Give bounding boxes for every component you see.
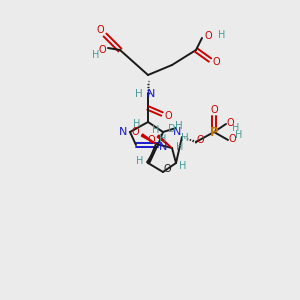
Text: O: O: [147, 135, 155, 145]
Text: H: H: [159, 134, 167, 144]
Text: H: H: [235, 130, 243, 140]
Text: O: O: [164, 111, 172, 121]
Text: O: O: [131, 127, 139, 137]
Polygon shape: [147, 145, 158, 164]
Text: H: H: [176, 142, 184, 152]
Text: D: D: [168, 124, 176, 134]
Text: O: O: [210, 105, 218, 115]
Text: H: H: [218, 30, 226, 40]
Text: O: O: [204, 31, 212, 41]
Text: N: N: [159, 142, 167, 152]
Text: H: H: [135, 89, 143, 99]
Text: H: H: [133, 119, 141, 129]
Text: H: H: [152, 125, 160, 135]
Text: H: H: [136, 156, 144, 166]
Text: O: O: [163, 164, 171, 174]
Text: H: H: [232, 123, 240, 133]
Text: H: H: [181, 133, 189, 143]
Text: O: O: [98, 45, 106, 55]
Text: O: O: [196, 135, 204, 145]
Text: N: N: [173, 127, 181, 137]
Text: H: H: [179, 161, 187, 171]
Polygon shape: [141, 134, 156, 144]
Text: O: O: [228, 134, 236, 144]
Text: H: H: [92, 50, 100, 60]
Text: O: O: [226, 118, 234, 128]
Text: N: N: [119, 127, 127, 137]
Text: N: N: [147, 89, 155, 99]
Text: O: O: [212, 57, 220, 67]
Text: H: H: [175, 121, 183, 131]
Text: O: O: [96, 25, 104, 35]
Polygon shape: [157, 135, 172, 148]
Text: P: P: [210, 125, 218, 139]
